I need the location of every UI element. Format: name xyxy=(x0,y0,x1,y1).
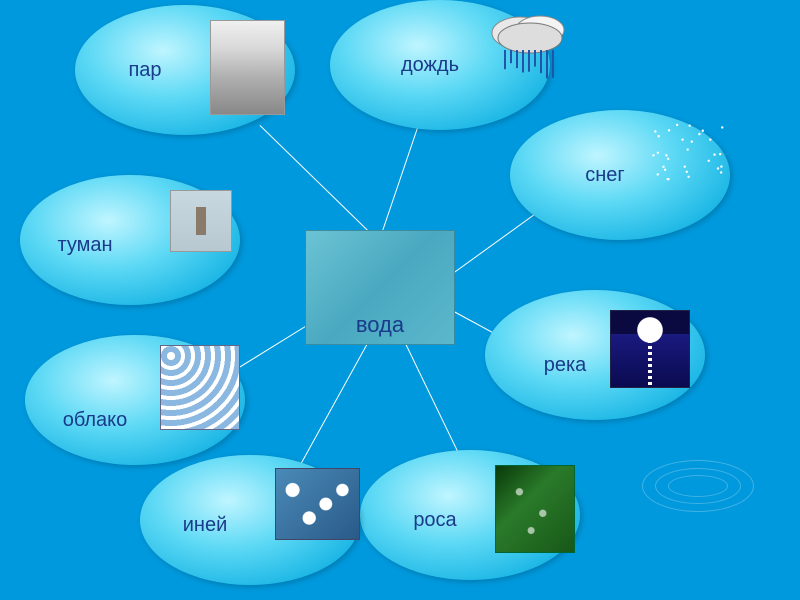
connector-line xyxy=(405,342,463,460)
connector-line xyxy=(450,210,541,276)
node-label: туман xyxy=(57,234,112,257)
dew-icon xyxy=(495,465,575,553)
connector-line xyxy=(300,342,369,465)
fog-icon xyxy=(170,190,232,252)
ripple-ring xyxy=(642,460,754,512)
node-label: роса xyxy=(413,509,456,532)
node-label: снег xyxy=(585,164,624,187)
connector-line xyxy=(382,120,421,232)
center-node-water: вода xyxy=(305,230,455,345)
node-label: дождь xyxy=(401,54,459,77)
connector-line xyxy=(260,125,379,241)
steam-icon xyxy=(210,20,285,115)
node-label: облако xyxy=(63,409,128,432)
node-label: иней xyxy=(183,514,228,537)
clouds-icon xyxy=(160,345,240,430)
node-label: река xyxy=(544,354,587,377)
frost-icon xyxy=(275,468,360,540)
river-icon xyxy=(610,310,690,388)
rain-icon xyxy=(480,8,580,93)
snow-icon xyxy=(640,115,735,185)
center-label: вода xyxy=(356,312,404,338)
node-label: пар xyxy=(128,59,161,82)
